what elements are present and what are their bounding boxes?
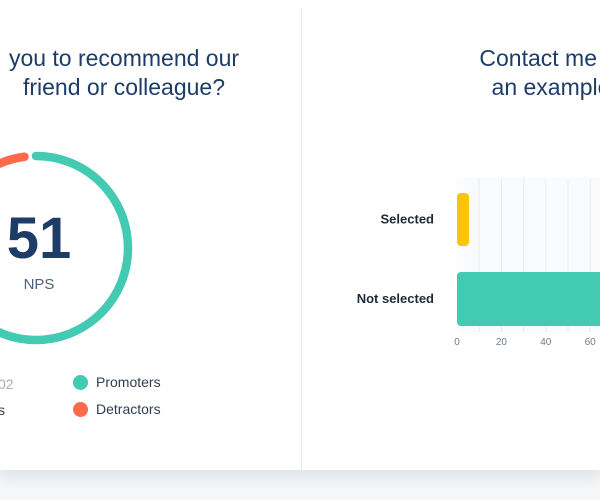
- promoters-dot-icon: [73, 374, 88, 390]
- legend-count-partial: 02: [0, 376, 14, 392]
- nps-title-line-1: you to recommend our: [8, 45, 240, 71]
- nps-score: 51: [6, 206, 72, 271]
- contact-panel: Contact me to an example Selected Not sel…: [302, 0, 600, 470]
- results-card: you to recommend our friend or colleague…: [0, 0, 600, 470]
- category-label: Selected: [381, 212, 435, 227]
- nps-gauge: [0, 151, 133, 345]
- nps-score-label: NPS: [23, 276, 55, 293]
- category-label: Not selected: [357, 291, 434, 306]
- nps-question-title: you to recommend our friend or colleague…: [0, 44, 301, 102]
- x-tick-label: 60: [585, 337, 597, 348]
- nps-panel: you to recommend our friend or colleague…: [0, 0, 301, 470]
- legend-promoters-label: Promoters: [96, 374, 161, 390]
- legend-detractors-label: Detractors: [96, 401, 161, 417]
- promoters-arc: [0, 151, 133, 345]
- x-tick-label: 0: [454, 337, 460, 348]
- x-tick-label: 20: [496, 337, 508, 348]
- contact-bar-chart: Selected Not selected 0 20 40 60: [357, 178, 600, 348]
- detractors-dot-icon: [73, 401, 88, 417]
- bar-not-selected: [457, 272, 600, 326]
- x-tick-label: 40: [540, 337, 552, 348]
- contact-title-line-1: Contact me to: [479, 45, 600, 71]
- contact-question-title: Contact me to an example: [401, 44, 600, 102]
- panel-divider: [301, 8, 302, 470]
- legend-detractors: Detractors: [73, 401, 161, 417]
- contact-title-line-2: an example: [491, 74, 600, 100]
- legend-promoters: Promoters: [73, 374, 161, 390]
- bar-selected: [457, 193, 469, 246]
- nps-title-line-2: friend or colleague?: [22, 74, 226, 100]
- legend-label-partial: s: [0, 402, 5, 418]
